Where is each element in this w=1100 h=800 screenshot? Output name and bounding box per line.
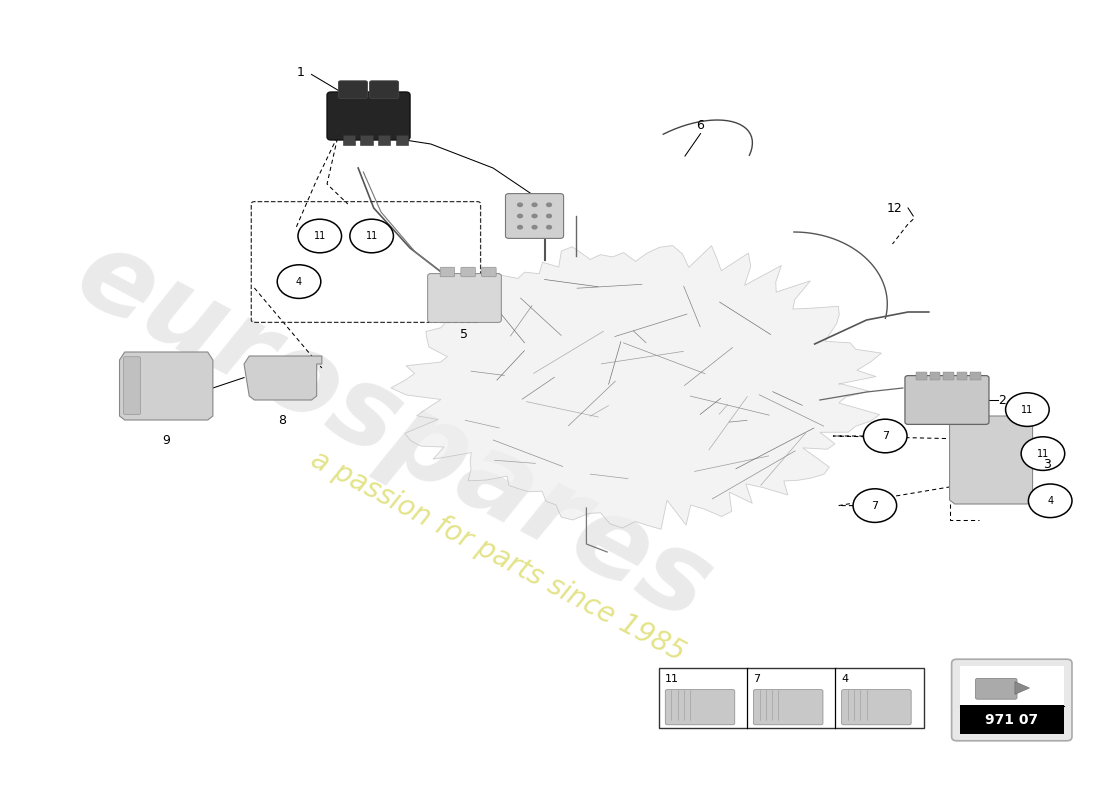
FancyBboxPatch shape (976, 678, 1018, 699)
Text: 9: 9 (163, 434, 170, 447)
Circle shape (517, 225, 524, 230)
FancyBboxPatch shape (327, 92, 410, 140)
Text: 7: 7 (871, 501, 879, 510)
FancyBboxPatch shape (970, 371, 981, 380)
Circle shape (546, 202, 552, 207)
Circle shape (531, 225, 538, 230)
Text: 971 07: 971 07 (986, 713, 1038, 727)
FancyBboxPatch shape (396, 135, 408, 145)
FancyBboxPatch shape (123, 357, 141, 414)
FancyBboxPatch shape (370, 81, 398, 98)
Text: 11: 11 (314, 231, 326, 241)
Text: 7: 7 (882, 431, 889, 441)
Text: 6: 6 (696, 119, 704, 132)
FancyBboxPatch shape (506, 194, 563, 238)
Circle shape (517, 214, 524, 218)
FancyBboxPatch shape (916, 371, 926, 380)
FancyBboxPatch shape (944, 371, 954, 380)
Circle shape (1021, 437, 1065, 470)
Circle shape (1005, 393, 1049, 426)
Text: eurospares: eurospares (59, 220, 729, 644)
Polygon shape (390, 246, 881, 530)
Circle shape (1028, 484, 1072, 518)
Text: 4: 4 (842, 674, 849, 685)
Text: 12: 12 (887, 202, 903, 214)
Text: 8: 8 (278, 414, 286, 427)
Text: 11: 11 (1037, 449, 1049, 458)
FancyBboxPatch shape (342, 135, 355, 145)
Polygon shape (1015, 682, 1030, 694)
Circle shape (298, 219, 342, 253)
Polygon shape (120, 352, 213, 420)
FancyBboxPatch shape (957, 371, 967, 380)
Text: 11: 11 (365, 231, 377, 241)
Circle shape (546, 225, 552, 230)
Text: 1: 1 (297, 66, 305, 78)
FancyBboxPatch shape (659, 668, 924, 728)
FancyBboxPatch shape (905, 376, 989, 424)
FancyBboxPatch shape (482, 267, 496, 277)
Text: 3: 3 (1043, 458, 1050, 470)
FancyBboxPatch shape (754, 690, 823, 725)
FancyBboxPatch shape (378, 135, 390, 145)
Text: 11: 11 (666, 674, 680, 685)
Circle shape (517, 202, 524, 207)
Text: 2: 2 (999, 394, 1007, 406)
Circle shape (864, 419, 907, 453)
Text: 4: 4 (1047, 496, 1054, 506)
FancyBboxPatch shape (339, 81, 367, 98)
FancyBboxPatch shape (666, 690, 735, 725)
Circle shape (854, 489, 896, 522)
FancyBboxPatch shape (952, 659, 1072, 741)
FancyBboxPatch shape (440, 267, 454, 277)
Text: 4: 4 (296, 277, 303, 286)
FancyBboxPatch shape (461, 267, 475, 277)
FancyBboxPatch shape (930, 371, 940, 380)
Circle shape (531, 214, 538, 218)
Circle shape (277, 265, 321, 298)
Text: a passion for parts since 1985: a passion for parts since 1985 (307, 445, 690, 667)
Circle shape (350, 219, 394, 253)
Circle shape (546, 214, 552, 218)
FancyBboxPatch shape (360, 135, 373, 145)
FancyBboxPatch shape (960, 666, 1064, 706)
Polygon shape (244, 356, 322, 400)
FancyBboxPatch shape (842, 690, 911, 725)
Text: 5: 5 (460, 328, 467, 341)
FancyBboxPatch shape (960, 705, 1064, 734)
FancyBboxPatch shape (428, 274, 502, 322)
Circle shape (531, 202, 538, 207)
Polygon shape (949, 416, 1033, 504)
Text: 11: 11 (1021, 405, 1034, 414)
Text: 7: 7 (754, 674, 760, 685)
